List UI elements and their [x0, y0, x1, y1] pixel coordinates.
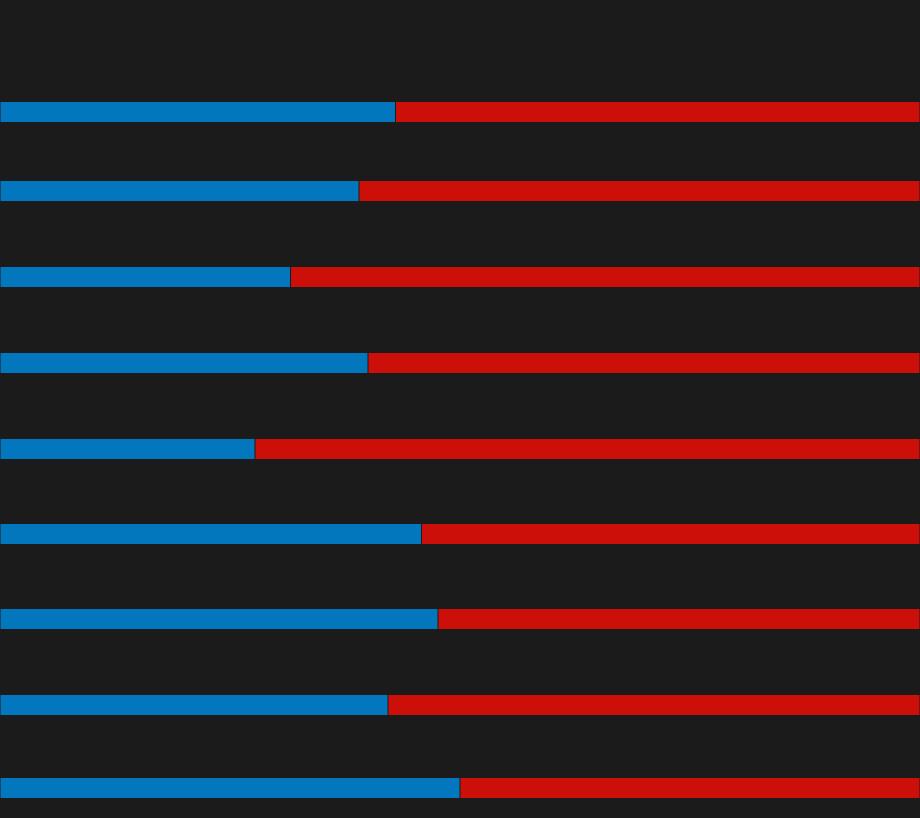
bar-segment-blue-2 [0, 180, 360, 202]
bar-segment-blue-4 [0, 352, 369, 374]
bar-segment-blue-7 [0, 608, 439, 630]
bar-segment-blue-5 [0, 438, 256, 460]
bar-segment-blue-8 [0, 694, 389, 716]
bar-segment-red-5 [254, 438, 920, 460]
bar-segment-blue-6 [0, 523, 422, 545]
bar-segment-red-2 [358, 180, 920, 202]
bar-segment-red-6 [420, 523, 920, 545]
bar-segment-blue-3 [0, 266, 292, 288]
bar-segment-red-1 [395, 101, 920, 123]
bar-segment-red-7 [437, 608, 920, 630]
bar-segment-blue-9 [0, 777, 461, 799]
bar-segment-red-3 [290, 266, 920, 288]
bar-segment-red-4 [367, 352, 920, 374]
bar-segment-red-9 [459, 777, 920, 799]
bar-segment-red-8 [387, 694, 920, 716]
bar-segment-blue-1 [0, 101, 397, 123]
